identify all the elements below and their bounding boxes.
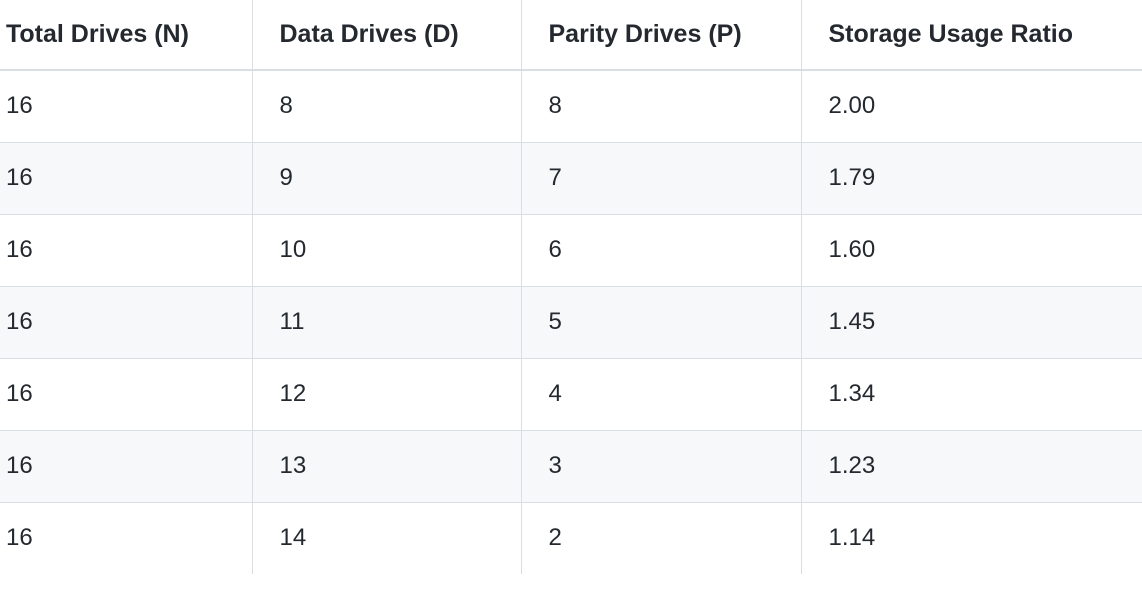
drive-config-table: Total Drives (N) Data Drives (D) Parity …: [0, 0, 1142, 574]
table-row: 16 8 8 2.00: [0, 69, 1142, 142]
cell-data-drives: 13: [251, 429, 521, 502]
table-header: Total Drives (N) Data Drives (D) Parity …: [0, 0, 1142, 71]
cell-storage-usage-ratio: 1.23: [800, 429, 1142, 502]
cell-storage-usage-ratio: 1.34: [800, 357, 1142, 430]
header-total-drives: Total Drives (N): [0, 0, 252, 71]
cell-data-drives: 9: [251, 141, 521, 214]
cell-storage-usage-ratio: 1.14: [800, 501, 1142, 574]
cell-parity-drives: 7: [520, 141, 801, 214]
cell-data-drives: 10: [251, 213, 521, 286]
table-row: 16 14 2 1.14: [0, 501, 1142, 574]
cell-parity-drives: 4: [520, 357, 801, 430]
cell-storage-usage-ratio: 1.45: [800, 285, 1142, 358]
table-row: 16 11 5 1.45: [0, 285, 1142, 358]
table-row: 16 12 4 1.34: [0, 357, 1142, 430]
cell-total-drives: 16: [0, 357, 252, 430]
cell-total-drives: 16: [0, 501, 252, 574]
table-body: 16 8 8 2.00 16 9 7 1.79 16 10 6 1.60 16 …: [0, 69, 1142, 574]
header-row: Total Drives (N) Data Drives (D) Parity …: [0, 0, 1142, 71]
cell-storage-usage-ratio: 1.79: [800, 141, 1142, 214]
cell-parity-drives: 5: [520, 285, 801, 358]
cell-data-drives: 12: [251, 357, 521, 430]
cell-parity-drives: 6: [520, 213, 801, 286]
cell-data-drives: 14: [251, 501, 521, 574]
cell-parity-drives: 8: [520, 69, 801, 142]
cell-storage-usage-ratio: 1.60: [800, 213, 1142, 286]
header-storage-usage-ratio: Storage Usage Ratio: [800, 0, 1142, 71]
table-row: 16 13 3 1.23: [0, 429, 1142, 502]
cell-storage-usage-ratio: 2.00: [800, 69, 1142, 142]
header-parity-drives: Parity Drives (P): [520, 0, 801, 71]
cell-data-drives: 8: [251, 69, 521, 142]
table-row: 16 10 6 1.60: [0, 213, 1142, 286]
cell-total-drives: 16: [0, 69, 252, 142]
table-row: 16 9 7 1.79: [0, 141, 1142, 214]
cell-parity-drives: 3: [520, 429, 801, 502]
cell-parity-drives: 2: [520, 501, 801, 574]
cell-total-drives: 16: [0, 429, 252, 502]
header-data-drives: Data Drives (D): [251, 0, 521, 71]
cell-total-drives: 16: [0, 285, 252, 358]
cell-total-drives: 16: [0, 141, 252, 214]
cell-total-drives: 16: [0, 213, 252, 286]
cell-data-drives: 11: [251, 285, 521, 358]
drive-config-table-container: Total Drives (N) Data Drives (D) Parity …: [0, 0, 1142, 574]
